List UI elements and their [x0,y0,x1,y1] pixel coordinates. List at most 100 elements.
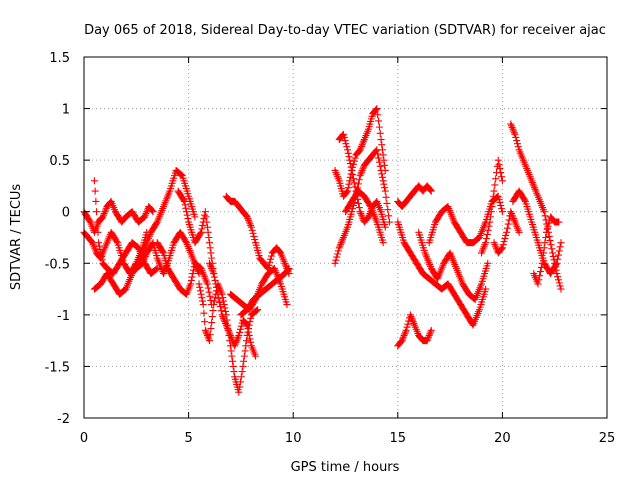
series-arc-a [80,197,157,236]
data-point [219,294,227,302]
data-point [245,328,253,336]
data-point [351,154,359,162]
data-point [206,292,214,300]
data-point [360,137,368,145]
data-point [198,294,206,302]
data-point [490,187,498,195]
data-point [344,146,352,154]
data-point [211,276,219,284]
data-point [94,228,102,236]
data-point [283,301,291,309]
data-point [208,264,216,272]
data-point [252,352,260,360]
data-point [216,303,224,311]
series-arc-t [425,192,506,247]
data-point [385,212,393,220]
data-point [507,208,515,216]
data-point [500,238,508,246]
data-point [540,244,548,252]
data-point [381,184,389,192]
data-point [380,156,388,164]
data-point [243,321,251,329]
data-point [205,288,213,296]
data-point [373,105,381,113]
data-point [531,185,539,193]
series-arc-g [174,187,218,278]
data-point [202,328,210,336]
data-point [267,255,275,263]
data-point [373,146,381,154]
data-point [219,313,227,321]
data-point [427,186,435,194]
data-point [95,239,103,247]
data-point [365,211,373,219]
data-point [380,180,388,188]
data-point [498,205,506,213]
data-point [142,251,150,259]
data-point [545,219,553,227]
data-point [284,265,292,273]
data-point [356,146,364,154]
data-point [187,280,195,288]
data-point [495,160,503,168]
data-point [240,357,248,365]
data-point [546,237,554,245]
data-point [497,202,505,210]
data-point [236,378,244,386]
data-point [231,340,239,348]
data-point [236,383,244,391]
data-point [358,213,366,221]
data-point [149,208,157,216]
grid-lines [84,57,607,418]
data-point [159,248,167,256]
data-point [359,139,367,147]
data-point [348,166,356,174]
data-point [237,373,245,381]
data-point [229,357,237,365]
series-arc-n [331,146,393,267]
data-point [100,211,108,219]
data-point [208,319,216,327]
data-point [427,328,435,336]
data-point [398,337,406,345]
data-point [227,347,235,355]
data-point [244,325,252,333]
data-point [281,259,289,267]
data-point [355,176,363,184]
x-tick-label: 20 [494,431,511,446]
data-point [113,237,121,245]
data-point [247,338,255,346]
data-point [207,325,215,333]
plot-frame [83,56,608,419]
data-point [203,280,211,288]
data-point [513,140,521,148]
data-point [379,239,387,247]
data-point [207,249,215,257]
data-point [503,224,511,232]
data-point [498,173,506,181]
data-point [494,156,502,164]
data-point [374,150,382,158]
data-point [140,256,148,264]
data-point [497,169,505,177]
data-point [191,213,199,221]
data-point [235,388,243,396]
data-point [90,177,98,185]
data-point [381,187,389,195]
data-point [143,208,151,216]
data-point [379,177,387,185]
data-point [177,170,185,178]
series-arc-h [195,280,262,396]
data-point [339,235,347,243]
data-point [498,177,506,185]
data-point [401,330,409,338]
data-point [242,337,250,345]
data-point [357,144,365,152]
data-point [253,306,261,314]
data-point [498,245,506,253]
data-point [403,323,411,331]
series-arc-c [90,177,161,278]
data-point [227,333,235,341]
data-point [513,137,521,145]
